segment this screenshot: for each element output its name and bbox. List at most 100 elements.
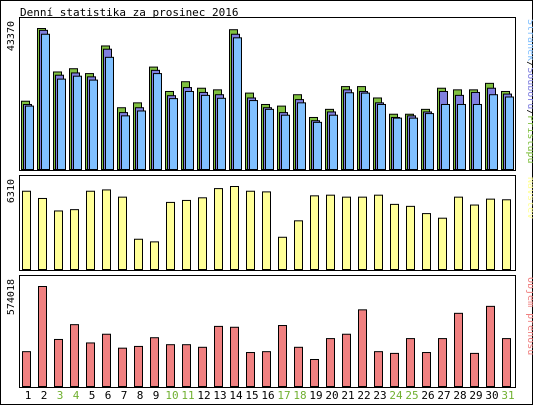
day-label-28: 28 xyxy=(453,389,466,402)
kbytes-panel-kbytes-bar-day-16 xyxy=(262,351,271,388)
kbytes-panel-kbytes-bar-day-10 xyxy=(166,344,175,387)
kbytes-panel-legend-item-0: Objem přenosu xyxy=(525,277,533,355)
kbytes-panel-kbytes-bar-day-1 xyxy=(22,351,31,388)
visits-panel-visits-bar-day-5 xyxy=(86,190,95,270)
day-label-6: 6 xyxy=(105,389,112,402)
visits-panel-visits-bar-day-9 xyxy=(150,241,159,271)
requests-panel-pages-bar-day-11 xyxy=(185,90,194,170)
day-label-2: 2 xyxy=(41,389,48,402)
day-label-31: 31 xyxy=(501,389,514,402)
kbytes-panel-kbytes-bar-day-11 xyxy=(182,344,191,387)
requests-panel-pages-bar-day-7 xyxy=(121,115,130,170)
day-label-1: 1 xyxy=(25,389,32,402)
day-label-18: 18 xyxy=(293,389,306,402)
day-label-11: 11 xyxy=(181,389,194,402)
kbytes-panel-kbytes-bar-day-24 xyxy=(390,352,399,387)
kbytes-panel-kbytes-bar-day-21 xyxy=(342,333,351,387)
requests-panel-pages-bar-day-4 xyxy=(73,75,82,170)
visits-panel-visits-bar-day-3 xyxy=(54,210,63,270)
requests-panel-pages-bar-day-15 xyxy=(249,100,258,170)
visits-panel-visits-bar-day-24 xyxy=(390,203,399,270)
requests-panel-pages-bar-day-31 xyxy=(505,96,514,170)
requests-panel-pages-bar-day-18 xyxy=(297,102,306,170)
chart-panels: 43370Stránek/Souborů/Přístupů6310Návštěv… xyxy=(6,17,533,388)
visits-panel: 6310 Návštěv xyxy=(6,175,533,271)
requests-panel-legend-item-4: Přístupů xyxy=(525,115,533,163)
day-label-19: 19 xyxy=(309,389,322,402)
day-label-30: 30 xyxy=(485,389,498,402)
requests-panel-legend-item-1: / xyxy=(525,61,533,67)
visits-panel-visits-bar-day-6 xyxy=(102,189,111,270)
requests-panel-pages-bar-day-22 xyxy=(361,92,370,170)
day-label-17: 17 xyxy=(277,389,290,402)
visits-panel-visits-bar-day-15 xyxy=(246,190,255,270)
visits-panel-visits-bar-day-1 xyxy=(22,190,31,270)
kbytes-panel-kbytes-bar-day-2 xyxy=(38,286,47,387)
requests-panel-legend-item-2: Souborů xyxy=(525,67,533,109)
kbytes-panel-kbytes-bar-day-20 xyxy=(326,338,335,388)
visits-panel-visits-bar-day-11 xyxy=(182,199,191,270)
visits-panel-visits-bar-day-27 xyxy=(438,217,447,270)
kbytes-panel-kbytes-bar-day-6 xyxy=(102,333,111,387)
day-label-8: 8 xyxy=(137,389,144,402)
visits-panel-visits-bar-day-8 xyxy=(134,238,143,270)
visits-panel-visits-bar-day-10 xyxy=(166,201,175,270)
kbytes-panel: 574018 Objem přenosu xyxy=(6,275,533,388)
visits-panel-legend: Návštěv xyxy=(525,177,533,219)
requests-panel-pages-bar-day-23 xyxy=(377,103,386,170)
day-label-3: 3 xyxy=(57,389,64,402)
visits-panel-visits-bar-day-17 xyxy=(278,236,287,270)
visits-panel-visits-bar-day-28 xyxy=(454,196,463,270)
requests-panel-pages-bar-day-12 xyxy=(201,94,210,170)
kbytes-panel-kbytes-bar-day-22 xyxy=(358,309,367,387)
requests-panel-pages-bar-day-14 xyxy=(233,37,242,170)
kbytes-panel-ymax-label: 574018 xyxy=(6,279,17,315)
day-label-24: 24 xyxy=(389,389,403,402)
day-label-7: 7 xyxy=(121,389,128,402)
day-label-10: 10 xyxy=(165,389,178,402)
requests-panel-pages-bar-day-8 xyxy=(137,110,146,170)
requests-panel-pages-bar-day-26 xyxy=(425,113,434,170)
day-label-20: 20 xyxy=(325,389,338,402)
requests-panel-pages-bar-day-16 xyxy=(265,108,274,170)
day-label-22: 22 xyxy=(357,389,370,402)
visits-panel-visits-bar-day-25 xyxy=(406,205,415,270)
kbytes-panel-kbytes-bar-day-14 xyxy=(230,326,239,387)
kbytes-panel-kbytes-bar-day-17 xyxy=(278,325,287,388)
day-label-5: 5 xyxy=(89,389,96,402)
requests-panel-legend-item-0: Stránek xyxy=(525,19,533,61)
kbytes-panel-kbytes-bar-day-12 xyxy=(198,346,207,387)
requests-panel-pages-bar-day-10 xyxy=(169,98,178,170)
requests-panel-pages-bar-day-1 xyxy=(25,105,34,171)
day-label-12: 12 xyxy=(197,389,210,402)
visits-panel-visits-bar-day-26 xyxy=(422,213,431,270)
kbytes-panel-kbytes-bar-day-18 xyxy=(294,346,303,387)
visits-panel-visits-bar-day-22 xyxy=(358,196,367,270)
visits-panel-visits-bar-day-31 xyxy=(502,199,511,270)
day-label-25: 25 xyxy=(405,389,418,402)
requests-panel-pages-bar-day-13 xyxy=(217,97,226,170)
requests-panel-pages-bar-day-3 xyxy=(57,78,66,170)
visits-panel-visits-bar-day-21 xyxy=(342,196,351,270)
visits-panel-visits-bar-day-13 xyxy=(214,188,223,270)
kbytes-panel-kbytes-bar-day-9 xyxy=(150,337,159,387)
requests-panel-pages-bar-day-17 xyxy=(281,114,290,170)
kbytes-panel-legend: Objem přenosu xyxy=(525,277,533,355)
day-axis-labels: 1 2 3 4 5 6 7 8 9 10 11 12 13 14 15 16 17 18 19 20 21 22 23 24 2… xyxy=(25,389,515,402)
visits-panel-visits-bar-day-30 xyxy=(486,198,495,270)
visits-panel-visits-bar-day-2 xyxy=(38,197,47,271)
requests-panel-pages-bar-day-29 xyxy=(473,103,482,170)
requests-panel-pages-bar-day-24 xyxy=(393,117,402,171)
kbytes-panel-kbytes-bar-day-3 xyxy=(54,338,63,387)
kbytes-panel-kbytes-bar-day-7 xyxy=(118,347,127,387)
day-label-13: 13 xyxy=(213,389,226,402)
visits-panel-visits-bar-day-29 xyxy=(470,204,479,270)
kbytes-panel-kbytes-bar-day-27 xyxy=(438,338,447,388)
visits-panel-visits-bar-day-14 xyxy=(230,186,239,270)
kbytes-panel-kbytes-bar-day-29 xyxy=(470,352,479,387)
day-label-29: 29 xyxy=(469,389,482,402)
kbytes-panel-kbytes-bar-day-25 xyxy=(406,338,415,388)
requests-panel-pages-bar-day-20 xyxy=(329,114,338,170)
